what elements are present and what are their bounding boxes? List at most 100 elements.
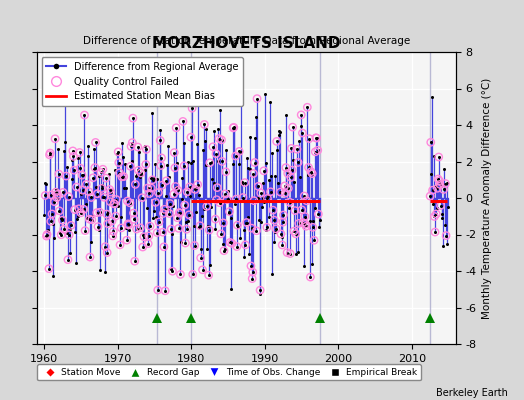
Point bbox=[112, 213, 120, 219]
Point bbox=[87, 194, 95, 201]
Point bbox=[204, 272, 213, 278]
Point bbox=[263, 195, 271, 202]
Point bbox=[215, 200, 224, 206]
Point bbox=[248, 269, 257, 275]
Point bbox=[436, 181, 444, 188]
Point bbox=[97, 185, 106, 192]
Point bbox=[278, 242, 287, 248]
Point bbox=[250, 198, 258, 204]
Point bbox=[299, 220, 307, 226]
Point bbox=[433, 185, 442, 192]
Point bbox=[81, 228, 89, 234]
Point bbox=[225, 208, 234, 215]
Point bbox=[158, 229, 167, 235]
Point bbox=[294, 159, 302, 166]
Point bbox=[58, 217, 67, 224]
Point bbox=[153, 229, 161, 236]
Point bbox=[206, 160, 214, 166]
Point bbox=[181, 240, 190, 246]
Point bbox=[134, 144, 142, 150]
Point bbox=[109, 228, 117, 235]
Point bbox=[47, 192, 56, 198]
Point bbox=[53, 194, 61, 201]
Point bbox=[48, 211, 56, 217]
Point bbox=[174, 187, 182, 194]
Point bbox=[205, 227, 213, 233]
Point bbox=[155, 219, 163, 225]
Point bbox=[272, 138, 281, 145]
Point bbox=[129, 115, 137, 121]
Point bbox=[128, 140, 136, 146]
Point bbox=[233, 243, 241, 250]
Point bbox=[159, 210, 168, 217]
Point bbox=[176, 210, 184, 216]
Point bbox=[134, 167, 143, 174]
Point bbox=[432, 211, 441, 217]
Point bbox=[59, 226, 68, 232]
Point bbox=[259, 168, 268, 174]
Point bbox=[75, 149, 84, 156]
Point bbox=[282, 164, 290, 171]
Point bbox=[91, 164, 99, 171]
Point bbox=[103, 249, 112, 256]
Point bbox=[168, 268, 177, 274]
Point bbox=[254, 183, 263, 190]
Point bbox=[256, 287, 264, 293]
Point bbox=[115, 170, 124, 176]
Point bbox=[62, 173, 70, 179]
Point bbox=[297, 112, 305, 118]
Point bbox=[43, 231, 51, 238]
Point bbox=[170, 191, 178, 197]
Point bbox=[156, 137, 165, 144]
Point bbox=[65, 232, 73, 238]
Point bbox=[93, 190, 102, 197]
Point bbox=[212, 150, 220, 157]
Point bbox=[196, 222, 204, 229]
Point bbox=[145, 190, 154, 197]
Point bbox=[229, 125, 237, 131]
Point bbox=[252, 228, 260, 234]
Point bbox=[55, 208, 63, 214]
Point bbox=[250, 159, 259, 166]
Point bbox=[41, 192, 49, 199]
Legend: Station Move, Record Gap, Time of Obs. Change, Empirical Break: Station Move, Record Gap, Time of Obs. C… bbox=[37, 364, 421, 380]
Point bbox=[167, 226, 176, 232]
Point bbox=[209, 144, 217, 150]
Point bbox=[303, 104, 311, 110]
Point bbox=[118, 174, 126, 180]
Point bbox=[95, 209, 104, 216]
Title: MORZHOVETS ISLAND: MORZHOVETS ISLAND bbox=[152, 36, 341, 51]
Point bbox=[97, 169, 105, 176]
Point bbox=[241, 180, 249, 186]
Point bbox=[114, 149, 123, 155]
Point bbox=[51, 136, 59, 142]
Point bbox=[442, 232, 450, 239]
Point bbox=[196, 255, 205, 261]
Point bbox=[77, 210, 85, 216]
Point bbox=[253, 96, 261, 102]
Point bbox=[223, 196, 231, 203]
Point bbox=[69, 153, 78, 160]
Point bbox=[93, 210, 101, 216]
Point bbox=[429, 187, 437, 194]
Point bbox=[64, 193, 73, 200]
Point bbox=[78, 172, 86, 178]
Point bbox=[85, 216, 94, 222]
Point bbox=[108, 233, 117, 239]
Point bbox=[286, 250, 294, 257]
Point bbox=[142, 146, 150, 152]
Point bbox=[294, 220, 303, 226]
Point bbox=[301, 221, 310, 227]
Point bbox=[145, 233, 153, 239]
Point bbox=[100, 194, 108, 200]
Point bbox=[434, 176, 442, 182]
Point bbox=[291, 230, 300, 237]
Point bbox=[99, 166, 107, 172]
Point bbox=[89, 174, 97, 181]
Point bbox=[272, 226, 280, 232]
Point bbox=[194, 97, 202, 104]
Point bbox=[173, 214, 182, 221]
Point bbox=[182, 226, 191, 232]
Point bbox=[112, 196, 121, 203]
Point bbox=[108, 218, 116, 224]
